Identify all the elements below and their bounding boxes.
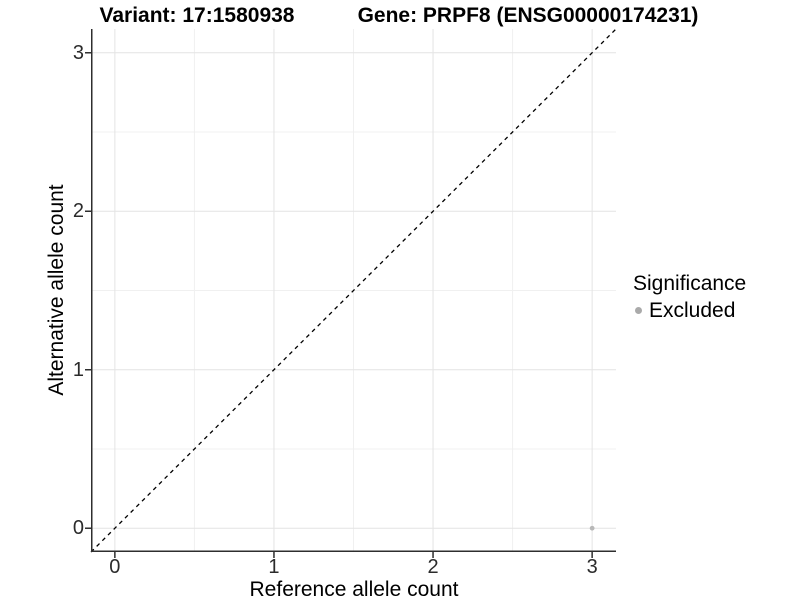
variant-title: Variant: 17:1580938 bbox=[99, 4, 295, 27]
x-tick-label: 1 bbox=[268, 556, 280, 578]
legend-item-excluded: Excluded bbox=[633, 299, 746, 322]
y-tick-label: 1 bbox=[72, 358, 84, 381]
legend-title: Significance bbox=[633, 272, 747, 295]
y-tick-label: 2 bbox=[72, 200, 84, 223]
x-tick-label: 3 bbox=[586, 556, 598, 578]
plot-canvas bbox=[85, 28, 617, 558]
y-tick-label: 0 bbox=[72, 517, 84, 540]
y-axis-title: Alternative allele count bbox=[45, 184, 68, 396]
y-tick-label: 3 bbox=[72, 41, 84, 64]
x-tick-label: 0 bbox=[109, 556, 121, 578]
x-tick-label: 2 bbox=[427, 556, 439, 578]
plot-panel bbox=[85, 28, 617, 558]
gene-title: Gene: PRPF8 (ENSG00000174231) bbox=[357, 4, 699, 27]
legend-item-label: Excluded bbox=[649, 299, 736, 323]
x-axis-title: Reference allele count bbox=[249, 578, 459, 600]
legend: Significance Excluded bbox=[633, 272, 746, 322]
legend-point-icon bbox=[635, 307, 642, 315]
